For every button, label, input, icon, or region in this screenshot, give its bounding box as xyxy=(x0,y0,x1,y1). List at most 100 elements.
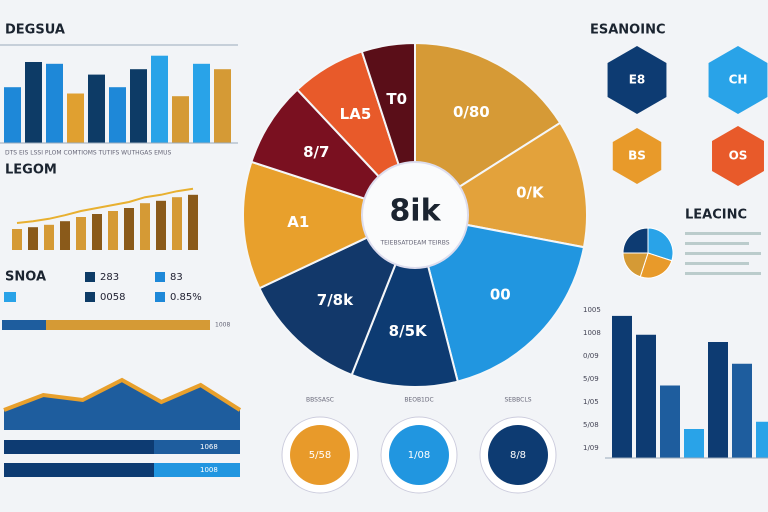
caption: DTS EIS LSSI PLOM COMTIOMS TUTIFS WUTHGA… xyxy=(5,150,171,157)
bar xyxy=(46,63,63,143)
bar xyxy=(124,208,134,250)
legend-label: 83 xyxy=(170,272,183,283)
y-axis-label: 1008 xyxy=(583,329,601,337)
hex-label: BS xyxy=(628,149,646,163)
text-line xyxy=(685,262,749,265)
bar xyxy=(130,69,147,143)
pie-label: 0/K xyxy=(516,184,545,202)
hex-label: OS xyxy=(729,149,748,163)
hexagon xyxy=(612,128,662,184)
progress-label: 1008 xyxy=(215,322,230,329)
pie-label: 7/8k xyxy=(317,291,354,309)
text-line xyxy=(685,232,761,235)
bar xyxy=(660,385,680,458)
bar xyxy=(732,363,752,458)
legend-label: 283 xyxy=(100,272,119,283)
pie-label: 8/5K xyxy=(389,322,428,340)
y-axis-label: 1/09 xyxy=(583,444,599,452)
bar xyxy=(108,211,118,250)
bar xyxy=(25,62,42,143)
button-label: 5/58 xyxy=(309,450,331,461)
button xyxy=(488,425,548,485)
text-line xyxy=(685,252,761,255)
button-caption: SEBBCLS xyxy=(504,397,531,404)
legend-swatch xyxy=(155,272,165,282)
small-pie-slice xyxy=(647,227,674,262)
bar xyxy=(151,55,168,144)
bar xyxy=(12,229,22,250)
bar xyxy=(188,194,198,250)
y-axis-label: 5/09 xyxy=(583,375,599,383)
pie-slice xyxy=(414,41,562,217)
hex-label: CH xyxy=(729,73,748,87)
hex-label: E8 xyxy=(629,73,646,87)
area-edge xyxy=(3,377,242,412)
hexagon xyxy=(712,126,764,186)
area xyxy=(4,380,240,430)
bar xyxy=(214,69,231,143)
bar xyxy=(60,221,70,250)
pie-slice xyxy=(350,211,459,388)
y-axis-label: 5/08 xyxy=(583,421,599,429)
legend-swatch xyxy=(155,292,165,302)
pie-slice xyxy=(258,213,417,377)
row-label: 1008 xyxy=(200,466,218,474)
small-pie-slice xyxy=(622,227,649,254)
bar xyxy=(193,63,210,143)
small-pie-slice xyxy=(639,252,673,279)
pie-label: T0 xyxy=(386,90,407,108)
pie-subtitle: TEIEBSATDEAM TEIRBS xyxy=(379,240,449,247)
bar xyxy=(756,421,768,458)
left-subtitle: LEGOM xyxy=(5,163,57,178)
legend-title: SNOA xyxy=(5,270,46,285)
pie-label: 8/7 xyxy=(303,143,329,161)
y-axis-label: 1/05 xyxy=(583,398,599,406)
button-label: 8/8 xyxy=(510,450,526,461)
pie-slice xyxy=(413,213,586,383)
bar xyxy=(88,74,105,143)
pie-center-label: 8ik xyxy=(389,194,441,229)
bar xyxy=(684,429,704,458)
pie-label: 00 xyxy=(490,286,511,304)
text-line xyxy=(685,272,761,275)
bar xyxy=(28,227,38,250)
pie-slice xyxy=(242,160,418,290)
legend-swatch xyxy=(85,272,95,282)
bar xyxy=(172,96,189,143)
pie-label: A1 xyxy=(287,213,309,231)
bar xyxy=(612,315,632,458)
legend-bar xyxy=(4,292,16,302)
y-axis-label: 1005 xyxy=(583,306,601,314)
bar xyxy=(156,200,166,250)
button xyxy=(389,425,449,485)
hexagon xyxy=(708,46,768,114)
bar xyxy=(708,342,728,458)
text-line xyxy=(685,242,749,245)
legend-label: 0058 xyxy=(100,292,125,303)
pie-label: LA5 xyxy=(340,105,372,123)
progress-fill xyxy=(2,320,46,330)
progress-bar xyxy=(2,320,210,330)
bar xyxy=(172,197,182,250)
bar xyxy=(76,217,86,250)
bar xyxy=(67,93,84,143)
trend-line xyxy=(16,187,194,224)
pie-label: 0/80 xyxy=(453,103,490,121)
bar xyxy=(44,224,54,250)
bar xyxy=(140,203,150,250)
left-title: DEGSUA xyxy=(5,23,65,38)
bar xyxy=(4,87,21,143)
button-caption: BEOB1DC xyxy=(404,397,433,404)
right-title: ESANOINC xyxy=(590,23,666,38)
bar xyxy=(636,334,656,458)
row-label: 1068 xyxy=(200,443,218,451)
button-caption: BBSSASC xyxy=(306,397,334,404)
button xyxy=(290,425,350,485)
bar xyxy=(92,214,102,250)
pie-center xyxy=(361,161,469,269)
bar xyxy=(109,87,126,143)
hexagon xyxy=(607,46,667,114)
y-axis-label: 0/09 xyxy=(583,352,599,360)
